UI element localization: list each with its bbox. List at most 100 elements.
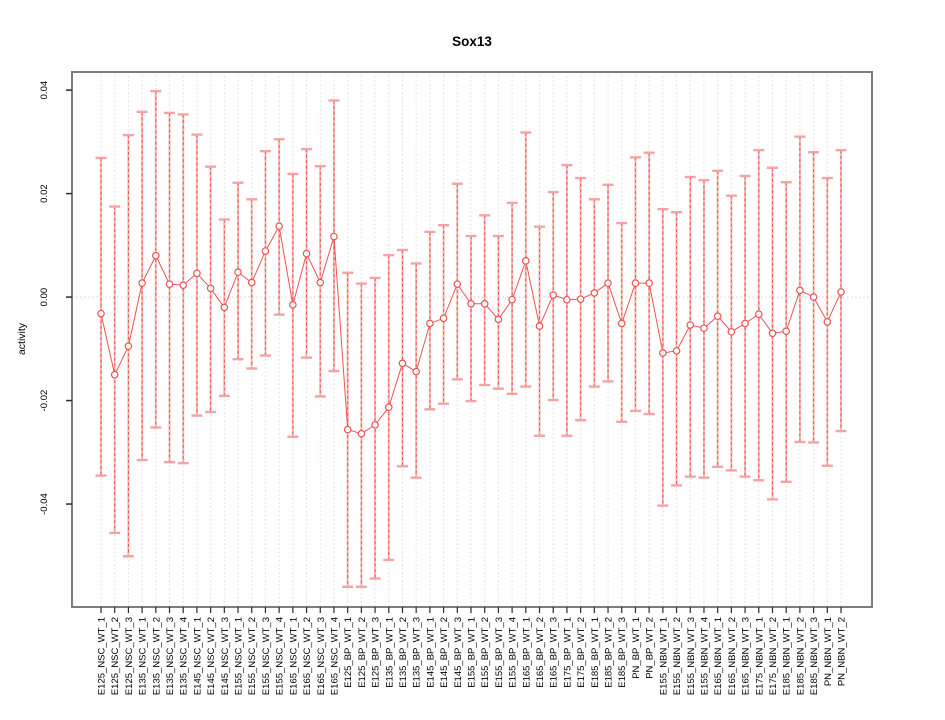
data-point: [275, 222, 283, 230]
data-point: [97, 309, 105, 318]
data-point: [110, 370, 119, 379]
x-tick-label: E125_BP_WT_1: [343, 617, 354, 688]
data-point: [289, 301, 297, 309]
data-point: [124, 342, 133, 351]
y-tick-label: 0.00: [39, 288, 50, 307]
data-point: [165, 280, 174, 288]
data-point: [809, 293, 818, 301]
data-point: [357, 429, 366, 438]
data-point: [617, 319, 626, 328]
error-bar: [465, 234, 477, 403]
data-point: [138, 279, 146, 287]
error-bar: [657, 207, 669, 507]
data-point: [193, 269, 201, 278]
x-tick-label: E155_BP_WT_4: [508, 617, 519, 688]
x-tick-label: E145_NSC_WT_2: [206, 617, 217, 695]
data-point: [672, 347, 681, 355]
x-tick-label: E135_BP_WT_2: [398, 617, 409, 688]
x-axis: E125_NSC_WT_1 E125_NSC_WT_2 E125_NSC_WT_3 E…: [97, 607, 848, 695]
data-point: [412, 367, 420, 376]
y-tick-label: 0.02: [39, 184, 50, 203]
data-point: [604, 279, 612, 287]
x-tick-label: E135_NSC_WT_2: [151, 617, 162, 695]
x-tick-label: E175_NBN_WT_2: [768, 617, 779, 695]
error-bar: [534, 225, 546, 437]
x-tick-label: E165_NBN_WT_2: [727, 617, 738, 695]
x-tick-label: E175_BP_WT_1: [562, 617, 573, 688]
data-point: [247, 278, 256, 287]
data-point: [645, 279, 653, 287]
data-point: [576, 295, 585, 303]
x-tick-label: E135_NSC_WT_1: [138, 617, 149, 695]
data-point: [535, 322, 544, 330]
x-tick-label: E155_NBN_WT_2: [672, 617, 683, 695]
data-point: [768, 329, 777, 338]
y-axis: -0.04 -0.02 0.00 0.02 0.04: [39, 81, 72, 515]
data-point: [343, 425, 352, 434]
x-tick-label: E155_BP_WT_3: [494, 617, 505, 688]
x-tick-label: E155_NBN_WT_3: [686, 617, 697, 695]
x-tick-label: E125_BP_WT_3: [371, 617, 382, 688]
x-tick-label: E135_NSC_WT_3: [165, 617, 176, 695]
data-point: [508, 295, 516, 304]
x-tick-label: E165_BP_WT_1: [521, 617, 532, 688]
x-tick-label: PN_NBN_WT_2: [837, 617, 848, 686]
plot-border-box: [71, 71, 873, 608]
y-tick-label: -0.04: [39, 493, 50, 515]
data-point: [316, 278, 325, 287]
x-tick-label: E145_NSC_WT_1: [192, 617, 203, 695]
x-tick-label: E145_NSC_WT_3: [220, 617, 231, 695]
error-bar: [396, 248, 408, 468]
data-point: [700, 324, 708, 332]
x-tick-label: PN_BP_WT_1: [631, 617, 642, 679]
x-tick-label: E135_BP_WT_3: [412, 617, 423, 688]
data-point: [234, 268, 242, 277]
data-point: [590, 289, 599, 297]
error-bar: [492, 234, 504, 390]
chart-title: Sox13: [452, 34, 492, 49]
data-point: [713, 312, 722, 321]
x-tick-label: E165_NSC_WT_2: [302, 617, 313, 695]
data-point: [659, 349, 667, 357]
data-point: [741, 319, 749, 328]
error-bar: [109, 205, 121, 535]
data-point: [837, 288, 845, 296]
x-tick-label: E185_NBN_WT_3: [809, 617, 820, 695]
x-tick-label: E155_BP_WT_2: [480, 617, 491, 688]
x-tick-label: E135_NSC_WT_4: [179, 617, 190, 695]
data-point: [522, 257, 530, 265]
data-point: [686, 321, 695, 329]
data-point: [631, 279, 640, 287]
plot-border: [71, 71, 873, 608]
x-tick-label: E165_NSC_WT_1: [288, 617, 299, 695]
data-point: [796, 286, 804, 295]
x-tick-label: E125_BP_WT_2: [357, 617, 368, 688]
x-tick-label: E155_NBN_WT_4: [699, 617, 710, 695]
x-tick-label: E165_BP_WT_3: [549, 617, 560, 688]
x-tick-label: E125_NSC_WT_3: [124, 617, 135, 695]
data-point: [152, 251, 160, 260]
x-tick-label: E185_BP_WT_1: [590, 617, 601, 688]
x-tick-label: E185_NBN_WT_1: [782, 617, 793, 695]
data-point: [439, 314, 448, 323]
x-tick-label: E145_BP_WT_1: [425, 617, 436, 688]
data-point: [384, 403, 393, 412]
x-tick-label: E175_BP_WT_2: [576, 617, 587, 688]
data-point: [206, 284, 215, 293]
data-point: [302, 249, 311, 258]
x-tick-label: E125_NSC_WT_2: [110, 617, 121, 695]
data-point: [549, 291, 558, 299]
error-bar: [438, 223, 450, 405]
x-tick-label: E155_NBN_WT_1: [658, 617, 669, 695]
x-tick-label: PN_BP_WT_2: [645, 617, 656, 679]
x-tick-label: E165_NBN_WT_1: [713, 617, 724, 695]
data-point: [494, 315, 503, 324]
data-point: [754, 310, 763, 318]
data-point: [480, 299, 489, 308]
data-point: [179, 281, 188, 289]
x-tick-label: E165_NBN_WT_3: [741, 617, 752, 695]
x-tick-label: E125_NSC_WT_1: [97, 617, 108, 695]
